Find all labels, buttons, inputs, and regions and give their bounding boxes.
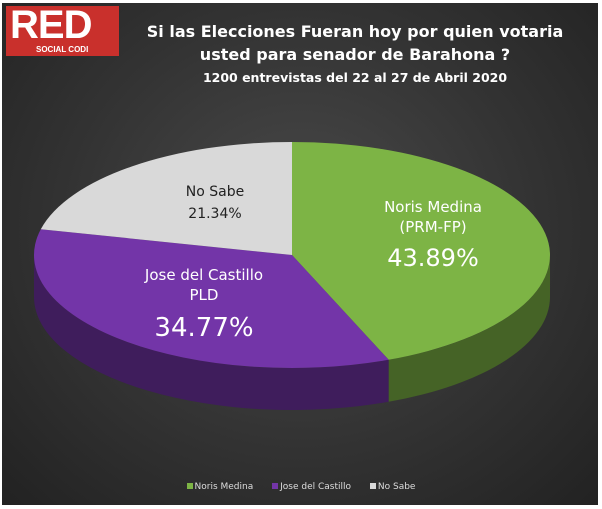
- legend-swatch: [272, 483, 279, 489]
- pie-side-jose-del-castillo: [34, 255, 389, 410]
- pie-slice-no-sabe: [40, 142, 292, 255]
- legend-label: No Sabe: [377, 482, 416, 492]
- slice-label-castillo-name: Jose del Castillo: [144, 266, 263, 284]
- legend-label: Noris Medina: [194, 482, 254, 492]
- pie-slice-noris-medina: [292, 142, 550, 360]
- slice-label-noris-value: 43.89%: [387, 244, 479, 272]
- red-social-logo: RED SOCIAL CODI: [6, 3, 119, 56]
- pie-side-noris-medina: [388, 255, 550, 402]
- pie-slice-jose-del-castillo: [34, 229, 389, 368]
- slice-label-noris-name: Noris Medina: [384, 198, 482, 216]
- slice-label-noris-party: (PRM-FP): [399, 218, 466, 236]
- chart-subtitle: 1200 entrevistas del 22 al 27 de Abril 2…: [202, 70, 508, 85]
- slice-label-castillo-party: PLD: [190, 286, 219, 304]
- slice-label-nosabe-name: No Sabe: [186, 184, 244, 200]
- legend-swatch: [369, 483, 376, 489]
- legend-swatch: [186, 483, 193, 489]
- slice-label-nosabe-value: 21.34%: [188, 206, 241, 222]
- chart-title-line1: Si las Elecciones Fueran hoy por quien v…: [146, 22, 564, 41]
- logo-subtext: SOCIAL CODI: [36, 45, 89, 54]
- chart-title-line2: usted para senador de Barahona ?: [199, 45, 511, 64]
- legend-item-castillo: Jose del Castillo: [272, 482, 351, 492]
- legend-item-noris: Noris Medina: [186, 482, 254, 492]
- legend: Noris Medina Jose del Castillo No Sabe: [0, 482, 602, 492]
- legend-item-nosabe: No Sabe: [369, 482, 416, 492]
- legend-label: Jose del Castillo: [280, 482, 352, 492]
- slice-label-castillo-value: 34.77%: [154, 313, 253, 343]
- logo-text: RED: [10, 3, 92, 47]
